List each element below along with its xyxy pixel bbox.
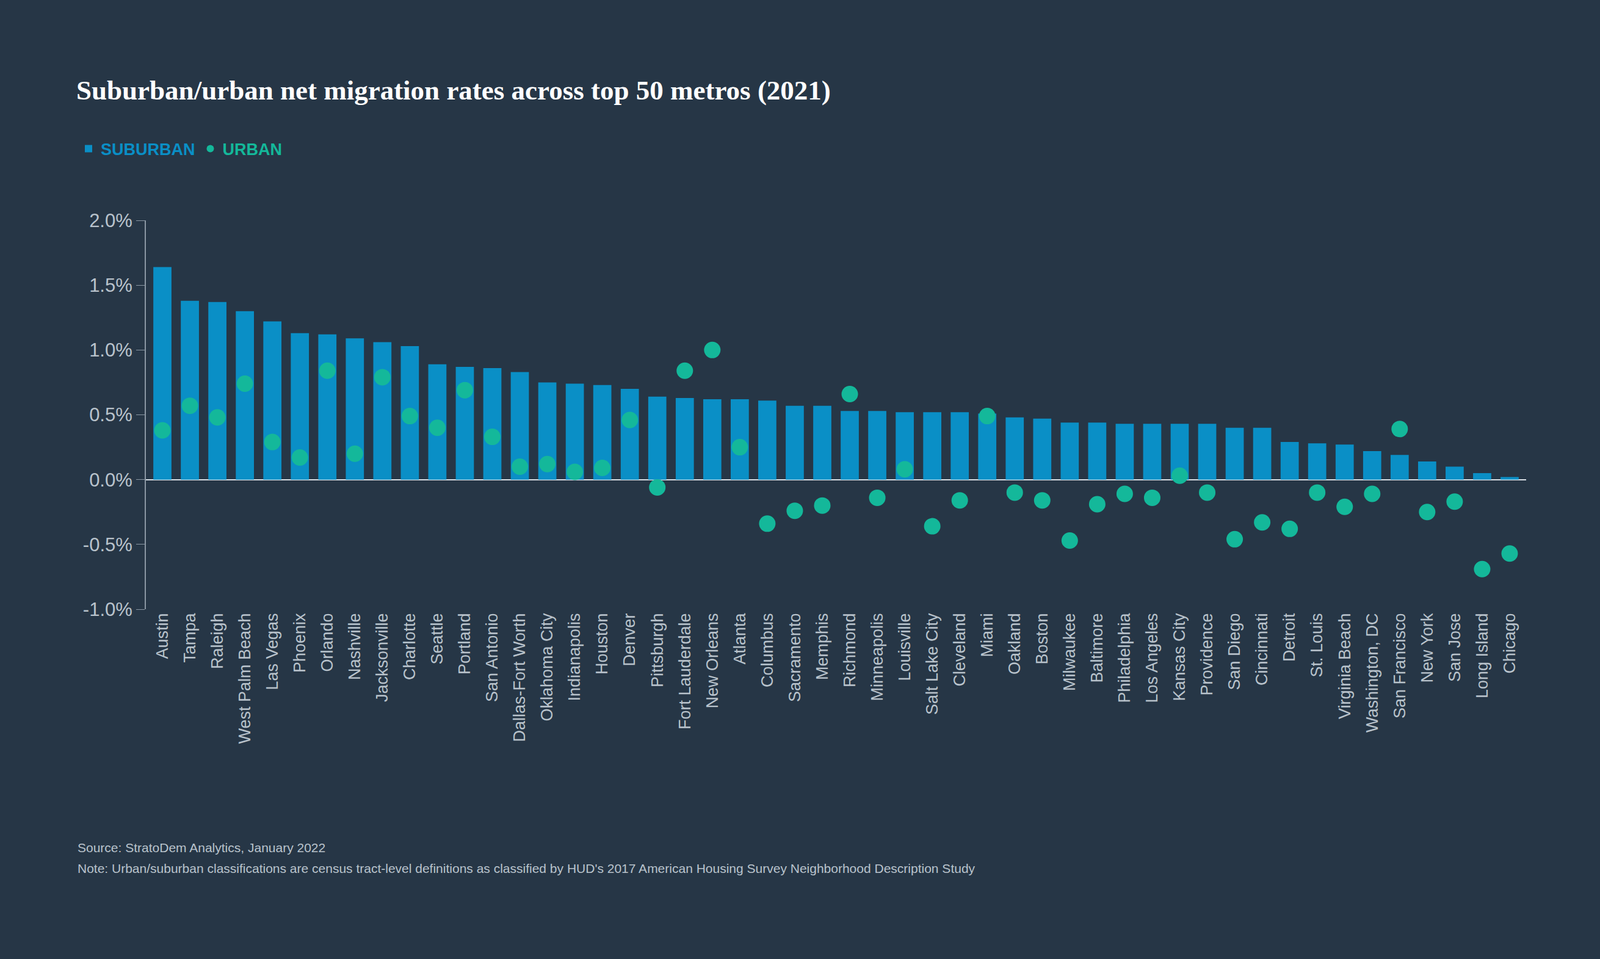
svg-text:Seattle: Seattle [427,612,447,665]
svg-text:Milwaukee: Milwaukee [1060,612,1079,692]
svg-text:San Francisco: San Francisco [1390,612,1409,719]
svg-text:-0.5%: -0.5% [83,534,133,556]
svg-text:Minneapolis: Minneapolis [868,612,887,701]
svg-text:Raleigh: Raleigh [208,612,227,670]
svg-text:Tampa: Tampa [180,612,200,663]
svg-text:Detroit: Detroit [1280,612,1299,662]
svg-text:Louisville: Louisville [895,612,914,681]
svg-text:1.0%: 1.0% [89,339,133,361]
svg-text:Austin: Austin [153,612,172,659]
svg-text:San Diego: San Diego [1225,612,1244,690]
svg-text:Cleveland: Cleveland [950,612,969,687]
svg-text:Indianapolis: Indianapolis [565,612,584,701]
svg-text:Nashville: Nashville [345,612,364,681]
svg-text:Los Angeles: Los Angeles [1142,612,1162,703]
svg-text:Philadelphia: Philadelphia [1115,612,1134,703]
svg-text:1.5%: 1.5% [89,274,133,297]
svg-text:Jacksonville: Jacksonville [372,612,392,703]
svg-text:Dallas-Fort Worth: Dallas-Fort Worth [510,612,529,742]
svg-text:Sacramento: Sacramento [785,612,804,703]
svg-text:Note: Urban/suburban classific: Note: Urban/suburban classifications are… [77,861,976,876]
svg-text:New Orleans: New Orleans [703,612,722,709]
svg-text:Long Island: Long Island [1473,612,1492,699]
svg-text:Portland: Portland [455,612,474,675]
svg-text:San Antonio: San Antonio [482,612,502,703]
svg-text:Providence: Providence [1197,612,1217,696]
svg-text:Miami: Miami [977,612,997,657]
svg-text:St. Louis: St. Louis [1307,612,1326,677]
svg-text:West Palm Beach: West Palm Beach [235,612,254,744]
svg-text:Fort Lauderdale: Fort Lauderdale [675,612,695,730]
svg-text:Orlando: Orlando [318,612,337,672]
svg-text:Oakland: Oakland [1005,612,1024,675]
svg-text:Las Vegas: Las Vegas [263,612,282,690]
svg-text:Houston: Houston [592,612,612,675]
svg-text:Salt Lake City: Salt Lake City [923,612,942,715]
svg-text:Baltimore: Baltimore [1087,612,1107,683]
svg-text:Charlotte: Charlotte [400,612,419,681]
svg-text:Suburban/urban net migration r: Suburban/urban net migration rates acros… [76,75,831,106]
svg-text:Denver: Denver [620,612,639,667]
svg-text:Richmond: Richmond [840,612,859,688]
svg-text:San Jose: San Jose [1445,612,1464,682]
svg-text:Columbus: Columbus [758,612,777,688]
svg-text:Cincinnati: Cincinnati [1252,612,1271,686]
svg-text:2.0%: 2.0% [89,209,133,232]
svg-text:Phoenix: Phoenix [290,612,309,673]
svg-text:Oklahoma City: Oklahoma City [537,612,557,722]
svg-text:Atlanta: Atlanta [730,612,750,665]
svg-text:Pittsburgh: Pittsburgh [648,612,667,688]
svg-text:0.5%: 0.5% [89,404,133,426]
svg-text:SUBURBAN: SUBURBAN [100,140,196,159]
svg-text:Virginia Beach: Virginia Beach [1335,612,1354,720]
svg-text:URBAN: URBAN [222,140,283,159]
svg-text:New York: New York [1418,612,1437,684]
svg-text:Kansas City: Kansas City [1170,612,1189,702]
svg-text:-1.0%: -1.0% [83,598,133,621]
svg-text:Memphis: Memphis [813,612,832,681]
svg-text:Boston: Boston [1032,612,1052,665]
svg-text:Washington, DC: Washington, DC [1363,612,1382,733]
svg-text:Chicago: Chicago [1500,612,1519,674]
svg-text:Source: StratoDem Analytics, J: Source: StratoDem Analytics, January 202… [77,840,326,855]
svg-text:0.0%: 0.0% [89,469,133,491]
